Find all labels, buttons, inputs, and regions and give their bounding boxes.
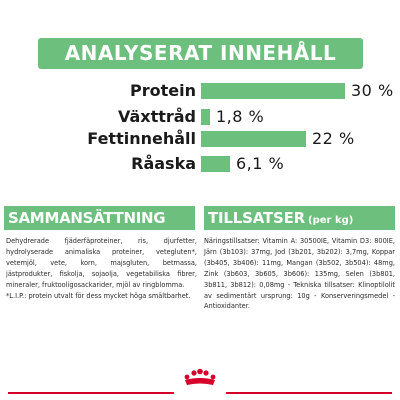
analysis-value: 30 % [351, 81, 394, 100]
analysis-row: Växttråd 1,8 % [0, 106, 400, 128]
composition-footnote: *L.I.P.: protein utvalt för dess mycket … [6, 291, 191, 300]
footer-divider-right [226, 392, 392, 394]
additives-text-block: Näringstillsatser: Vitamin A: 30500IE, V… [204, 236, 395, 312]
royal-canin-crown-icon [184, 368, 216, 385]
analysis-bar [201, 83, 345, 99]
composition-title: SAMMANSÄTTNING [8, 209, 166, 227]
analysis-title-banner: ANALYSERAT INNEHÅLL [38, 38, 363, 69]
analysis-row: Råaska 6,1 % [0, 153, 400, 175]
composition-text-block: Dehydrerade fjäderfäproteiner, ris, djur… [6, 236, 197, 301]
composition-header: SAMMANSÄTTNING [4, 206, 195, 230]
analysis-row: Protein 30 % [0, 80, 400, 102]
analysis-label: Råaska [131, 154, 196, 173]
analysis-value: 22 % [312, 129, 355, 148]
analysis-bar [201, 156, 230, 172]
additives-title-suffix: (per kg) [308, 215, 354, 226]
footer-divider-left [8, 392, 174, 394]
analysis-bar [201, 131, 306, 147]
additives-header: TILLSATSER (per kg) [204, 206, 395, 230]
composition-text: Dehydrerade fjäderfäproteiner, ris, djur… [6, 237, 197, 289]
analysis-value: 6,1 % [236, 154, 285, 173]
analysis-label: Växttråd [117, 107, 196, 126]
analysis-bar [201, 109, 210, 125]
analysis-label: Fettinnehåll [87, 129, 196, 148]
analysis-value: 1,8 % [216, 107, 265, 126]
analysis-row: Fettinnehåll 22 % [0, 128, 400, 150]
analysis-label: Protein [130, 81, 196, 100]
additives-text: Näringstillsatser: Vitamin A: 30500IE, V… [204, 237, 395, 311]
additives-title: TILLSATSER [208, 209, 306, 227]
